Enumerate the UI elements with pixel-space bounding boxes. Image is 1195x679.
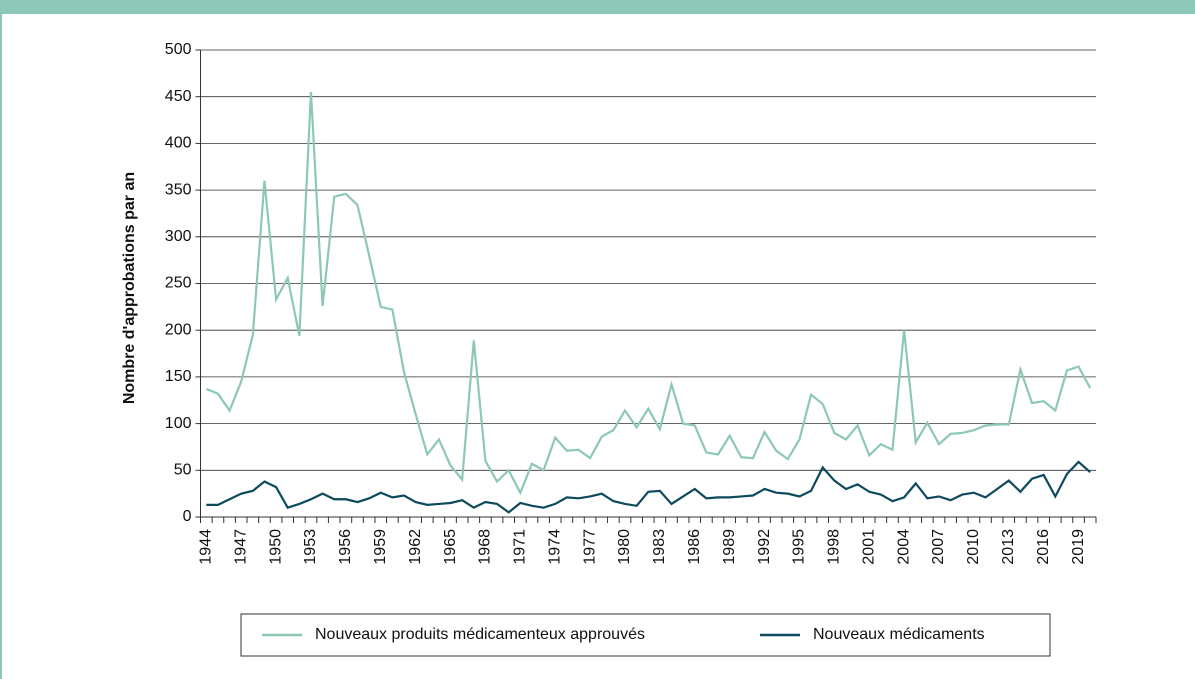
x-tick-label: 1977: [581, 529, 598, 565]
x-tick-label: 1950: [267, 529, 284, 565]
x-tick-label: 1965: [442, 529, 459, 565]
x-tick-label: 1944: [198, 529, 215, 565]
left-border: [0, 0, 2, 679]
y-tick-label: 150: [165, 368, 192, 385]
y-axis-label: Nombre d'approbations par an: [121, 172, 138, 404]
x-tick-label: 1980: [616, 529, 633, 565]
x-tick-label: 1992: [756, 529, 773, 565]
y-tick-label: 250: [165, 275, 192, 292]
y-tick-label: 100: [165, 415, 192, 432]
x-tick-label: 1956: [337, 529, 354, 565]
top-bar: [0, 0, 1195, 14]
x-tick-label: 1989: [721, 529, 738, 565]
x-tick-label: 2001: [860, 529, 877, 565]
data-line: [205, 91, 1092, 496]
y-tick-label: 200: [165, 321, 192, 338]
x-tick-label: 2010: [965, 529, 982, 565]
x-tick-label: 1953: [302, 529, 319, 565]
y-tick-label: 0: [183, 508, 192, 525]
x-tick-label: 1986: [686, 529, 703, 565]
y-tick-label: 500: [165, 41, 192, 58]
x-tick-label: 1995: [791, 529, 808, 565]
x-tick-label: 1968: [477, 529, 494, 565]
x-tick-label: 2016: [1035, 529, 1052, 565]
x-tick-label: 1998: [826, 529, 843, 565]
legend-label: Nouveaux médicaments: [813, 626, 985, 643]
x-tick-label: 2007: [930, 529, 947, 565]
x-tick-label: 1962: [407, 529, 424, 565]
x-tick-label: 2019: [1070, 529, 1087, 565]
y-tick-label: 400: [165, 135, 192, 152]
data-line: [206, 460, 1091, 514]
x-tick-label: 1971: [512, 529, 529, 565]
x-tick-label: 1959: [372, 529, 389, 565]
legend-box: [240, 613, 1051, 657]
y-tick-label: 300: [165, 228, 192, 245]
legend-label: Nouveaux produits médicamenteux approuvé…: [315, 626, 645, 643]
y-tick-label: 350: [165, 181, 192, 198]
x-tick-label: 2004: [895, 529, 912, 565]
y-tick-label: 450: [165, 88, 192, 105]
y-tick-label: 50: [174, 462, 192, 479]
x-tick-label: 1974: [546, 529, 563, 565]
x-tick-label: 1983: [651, 529, 668, 565]
x-tick-label: 1947: [232, 529, 249, 565]
x-tick-label: 2013: [1000, 529, 1017, 565]
